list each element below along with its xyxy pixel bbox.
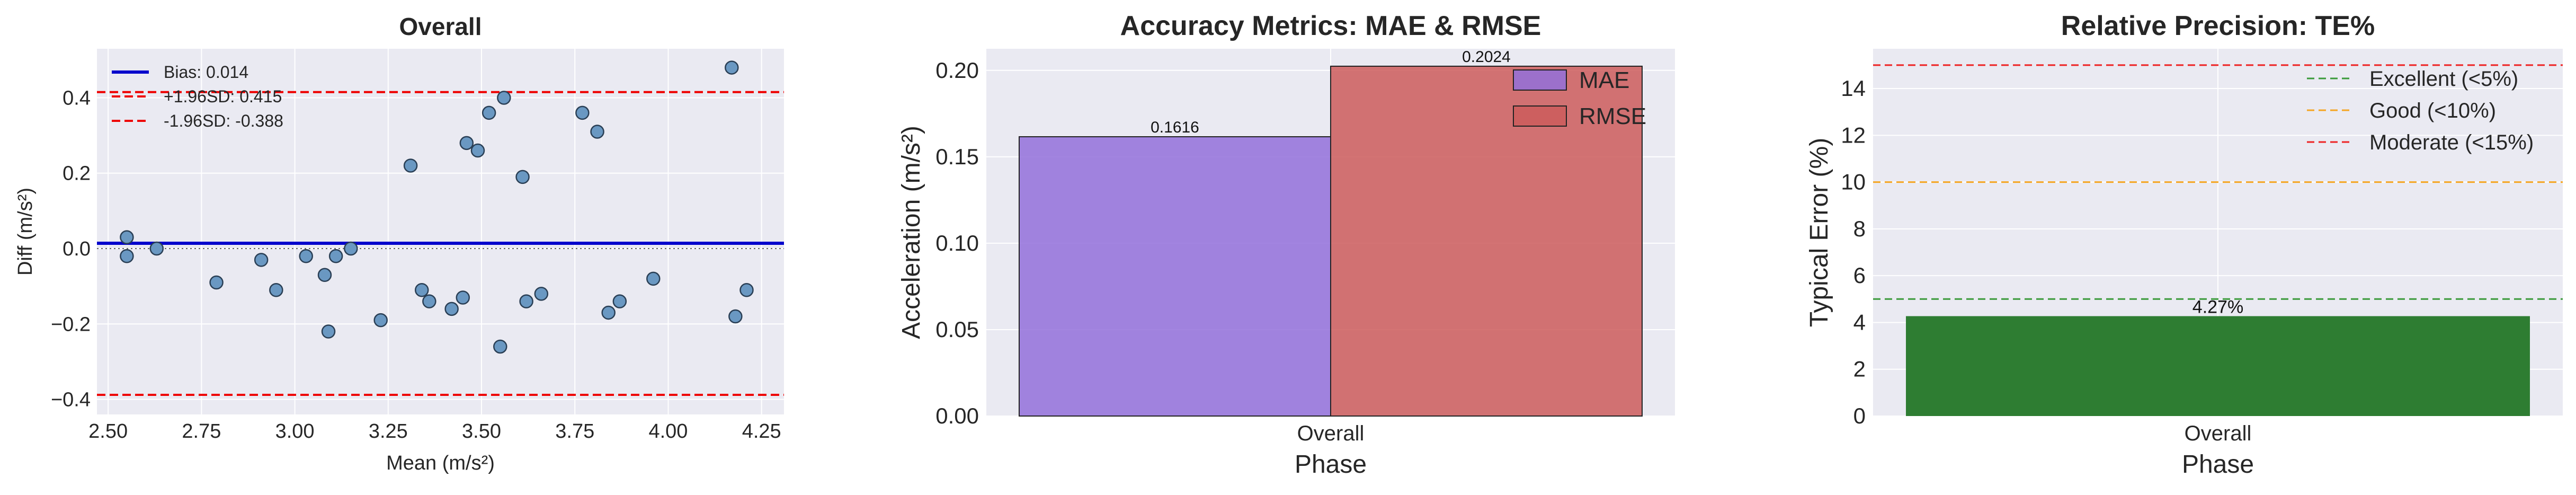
y-tick-label: 0.00 (935, 403, 979, 428)
y-tick-label: 4 (1853, 310, 1866, 334)
panel-overall: 2.50 2.75 3.00 3.25 3.50 3.75 4.00 4.25 −0.4 −0.2… (14, 13, 784, 474)
legend-label: RMSE (1579, 103, 1646, 129)
x-axis-label: Phase (1295, 450, 1367, 479)
data-point (601, 305, 616, 320)
y-tick-label: 0.20 (935, 58, 979, 83)
chart-title: Accuracy Metrics: MAE & RMSE (1120, 11, 1541, 41)
x-tick-label: 3.25 (369, 420, 408, 443)
x-tick-label: Overall (2185, 422, 2252, 445)
bar-rmse (1330, 65, 1643, 417)
y-tick-label: 6 (1853, 263, 1866, 288)
data-point (149, 241, 164, 256)
data-point (254, 253, 269, 267)
x-tick-label: 3.50 (462, 420, 501, 443)
y-tick-label: 0.0 (63, 238, 91, 260)
bar-value-label: 0.1616 (1151, 119, 1199, 136)
data-point (317, 268, 332, 282)
data-point (739, 283, 754, 297)
y-axis-label: Typical Error (%) (1805, 138, 1833, 327)
data-point (120, 230, 134, 244)
legend-swatch (1513, 69, 1567, 91)
x-axis-label: Mean (m/s²) (386, 452, 495, 474)
x-tick-label: 4.00 (648, 420, 688, 443)
y-tick-label: 0.10 (935, 231, 979, 255)
legend-label: -1.96SD: -0.388 (164, 111, 283, 130)
legend-label: MAE (1579, 67, 1629, 93)
data-point (120, 249, 134, 263)
bar-mae (1019, 136, 1331, 417)
data-point (612, 294, 627, 308)
data-point (590, 125, 604, 139)
data-point (515, 170, 530, 184)
data-point (415, 283, 429, 297)
legend-label: Good (<10%) (2369, 99, 2496, 122)
x-tick-label: Overall (1297, 422, 1365, 445)
y-tick-label: −0.2 (51, 313, 91, 335)
data-point (575, 105, 590, 120)
data-point (728, 309, 743, 324)
data-point (459, 136, 474, 151)
data-point (299, 249, 313, 263)
data-point (321, 324, 336, 339)
data-point (444, 302, 459, 316)
data-point (646, 271, 661, 286)
y-tick-label: 0.4 (63, 87, 91, 109)
y-tick-label: 0 (1853, 403, 1866, 428)
y-tick-label: 0.05 (935, 317, 979, 342)
y-tick-label: 2 (1853, 357, 1866, 382)
data-point (269, 283, 283, 297)
bar-value-label: 0.2024 (1462, 48, 1511, 66)
data-point (497, 91, 511, 105)
data-point (344, 241, 358, 256)
data-point (328, 249, 343, 263)
legend-label: Excellent (<5%) (2369, 67, 2518, 91)
y-axis-label: Acceleration (m/s²) (897, 126, 925, 339)
chart-title: Relative Precision: TE% (2061, 11, 2375, 41)
legend-swatch (1513, 105, 1567, 127)
x-tick-label: 2.50 (88, 420, 128, 443)
legend-label: Moderate (<15%) (2369, 131, 2534, 154)
y-tick-label: 10 (1841, 170, 1866, 195)
y-tick-label: 14 (1841, 76, 1866, 101)
bar-value-label: 4.27% (2192, 297, 2243, 317)
data-point (534, 287, 549, 301)
data-point (519, 294, 533, 308)
legend-label: +1.96SD: 0.415 (164, 87, 282, 106)
data-point (403, 158, 418, 173)
bar-te (1906, 316, 2530, 416)
y-axis-label: Diff (m/s²) (14, 188, 37, 276)
x-tick-label: 2.75 (182, 420, 221, 443)
y-tick-label: −0.4 (51, 389, 91, 411)
panel-precision: 0 2 4 6 8 10 12 14 4.27% Excellent (<5%) Good (<10… (1805, 11, 2563, 479)
x-tick-label: 4.25 (742, 420, 781, 443)
data-point (470, 143, 485, 158)
data-point (493, 339, 507, 354)
data-point (373, 313, 388, 328)
x-tick-label: 3.75 (555, 420, 594, 443)
data-point (209, 275, 224, 290)
data-point (456, 290, 470, 305)
data-point (422, 294, 436, 308)
panel-accuracy: 0.00 0.05 0.10 0.15 0.20 0.1616 0.2024 Overall M… (897, 11, 1675, 479)
y-tick-label: 12 (1841, 122, 1866, 147)
plot-area (97, 49, 784, 414)
y-tick-label: 8 (1853, 216, 1866, 241)
legend-label: Bias: 0.014 (164, 63, 248, 82)
chart-title: Overall (399, 13, 482, 40)
data-point (482, 105, 496, 120)
y-tick-label: 0.15 (935, 144, 979, 169)
y-tick-label: 0.2 (63, 163, 91, 185)
x-tick-label: 3.00 (275, 420, 315, 443)
data-point (725, 60, 739, 75)
x-axis-label: Phase (2182, 450, 2254, 479)
